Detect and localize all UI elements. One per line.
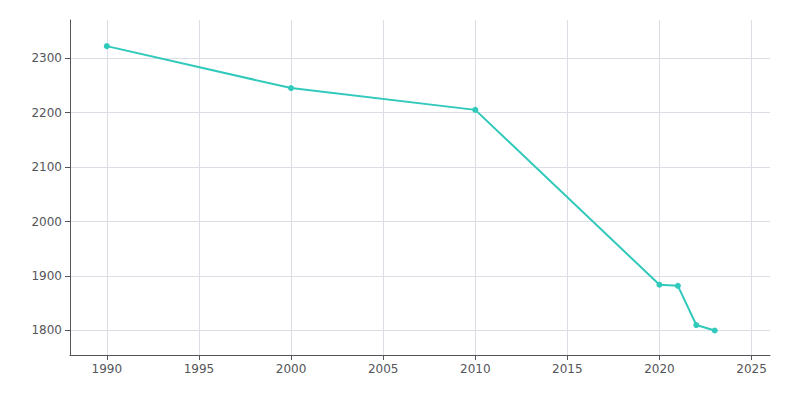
svg-text:2300: 2300 — [31, 51, 62, 65]
svg-text:1995: 1995 — [184, 362, 215, 376]
svg-text:2020: 2020 — [644, 362, 675, 376]
svg-text:2015: 2015 — [552, 362, 583, 376]
svg-text:1990: 1990 — [92, 362, 123, 376]
svg-text:2000: 2000 — [276, 362, 307, 376]
svg-text:2005: 2005 — [368, 362, 399, 376]
svg-text:1800: 1800 — [31, 323, 62, 337]
svg-text:1900: 1900 — [31, 269, 62, 283]
svg-text:2000: 2000 — [31, 215, 62, 229]
svg-text:2010: 2010 — [460, 362, 491, 376]
svg-text:2200: 2200 — [31, 106, 62, 120]
svg-text:2025: 2025 — [736, 362, 767, 376]
svg-text:2100: 2100 — [31, 160, 62, 174]
